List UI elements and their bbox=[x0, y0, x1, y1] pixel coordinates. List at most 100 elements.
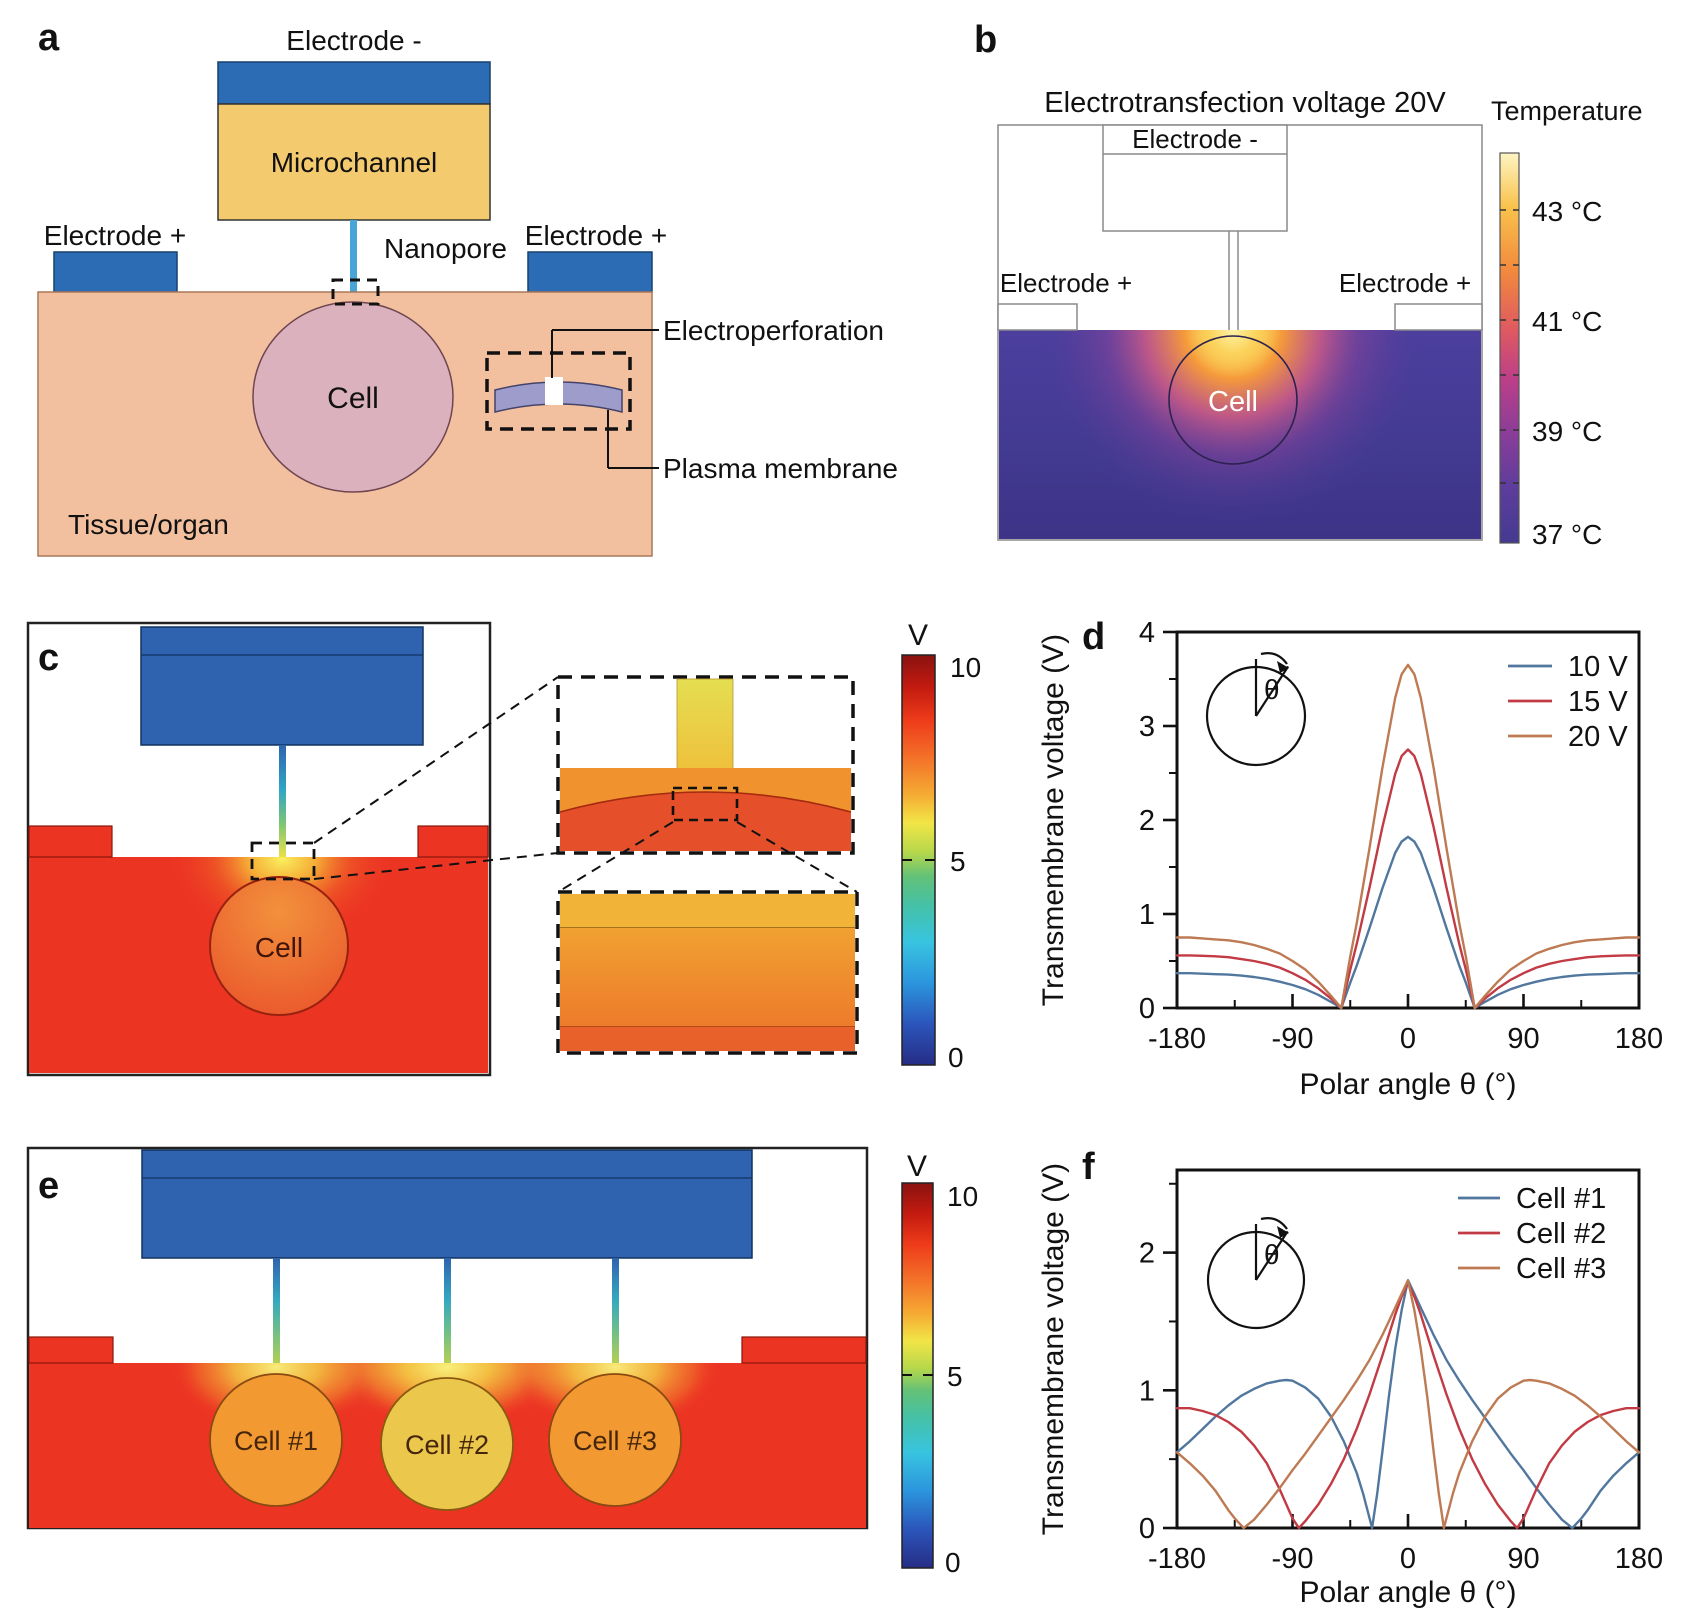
legend-label: Cell #3 bbox=[1516, 1253, 1606, 1285]
legend-label: 15 V bbox=[1568, 686, 1628, 718]
x-tick-label: -90 bbox=[1272, 1543, 1314, 1575]
panel-e: e Cell #1 Cell #2 Cell #3 V 10 5 0 bbox=[26, 1146, 978, 1578]
cell-label: Cell bbox=[327, 382, 379, 415]
electrode-negative-bar bbox=[217, 61, 491, 105]
cb-tick-0: 0 bbox=[948, 1042, 964, 1073]
cb-tick-5: 5 bbox=[947, 1361, 963, 1392]
colorbar-title: Temperature bbox=[1491, 96, 1643, 126]
y-tick-label: 2 bbox=[1139, 1238, 1155, 1270]
x-tick-label: 90 bbox=[1507, 1023, 1539, 1055]
theta-symbol: θ bbox=[1264, 1239, 1280, 1270]
cell-2-body bbox=[380, 1377, 514, 1511]
electrode-positive-left bbox=[28, 825, 113, 858]
nanopore-channel-2 bbox=[444, 1258, 451, 1363]
cb-tick-5: 5 bbox=[950, 846, 966, 877]
panel-a: a Electrode - Microchannel Nanopore Elec… bbox=[37, 17, 898, 557]
x-tick-label: -180 bbox=[1148, 1543, 1206, 1575]
panel-b-title: Electrotransfection voltage 20V bbox=[1044, 87, 1446, 119]
y-tick-label: 1 bbox=[1139, 899, 1155, 931]
x-tick-label: -180 bbox=[1148, 1023, 1206, 1055]
nanopore-channel bbox=[350, 220, 357, 294]
y-tick-label: 3 bbox=[1139, 711, 1155, 743]
membrane-layer-mid bbox=[560, 928, 855, 1027]
x-tick-label: 0 bbox=[1400, 1023, 1416, 1055]
cell-1-label: Cell #1 bbox=[234, 1426, 318, 1456]
series-line bbox=[1175, 748, 1641, 1010]
electrode-positive-right-outline bbox=[1394, 303, 1483, 331]
theta-arrow-head bbox=[1277, 1226, 1289, 1238]
nanopore-channel-1 bbox=[273, 1258, 280, 1363]
x-tick-label: 90 bbox=[1507, 1543, 1539, 1575]
y-tick-label: 1 bbox=[1139, 1375, 1155, 1407]
series-line bbox=[1175, 1278, 1641, 1530]
x-tick-label: 180 bbox=[1615, 1023, 1663, 1055]
microchannel-label: Microchannel bbox=[271, 147, 438, 178]
zoom2-connector-right bbox=[736, 821, 858, 893]
electrode-positive-left-outline bbox=[997, 303, 1078, 331]
electrode-positive-right bbox=[417, 825, 489, 858]
theta-arrow-arc bbox=[1260, 1217, 1288, 1230]
f-x-axis-label: Polar angle θ (°) bbox=[1299, 1576, 1517, 1609]
zoom-connector-top bbox=[313, 676, 559, 844]
zoom-inset-2 bbox=[556, 890, 859, 1055]
cb-tick-39: 39 °C bbox=[1532, 416, 1602, 447]
panel-b: b Electrotransfection voltage 20V Cell E… bbox=[974, 19, 1643, 550]
electrode-positive-left-label: Electrode + bbox=[44, 220, 186, 251]
x-tick-label: -90 bbox=[1272, 1023, 1314, 1055]
colorbar-title: V bbox=[908, 619, 928, 652]
microchannel-block bbox=[217, 103, 491, 221]
electroperforation-label: Electroperforation bbox=[663, 315, 884, 346]
membrane-inset-box bbox=[485, 351, 632, 431]
cell-1-body bbox=[209, 1373, 343, 1507]
cb-tick-41: 41 °C bbox=[1532, 306, 1602, 337]
cell-3-label: Cell #3 bbox=[573, 1426, 657, 1456]
panel-c: c Cell bbox=[26, 619, 981, 1077]
electrode-positive-left-label: Electrode + bbox=[1000, 268, 1132, 298]
theta-arrow-head bbox=[1277, 661, 1289, 673]
membrane-layer-top bbox=[560, 894, 855, 928]
panel-letter-a: a bbox=[38, 17, 60, 59]
nanopore-channel-3 bbox=[612, 1258, 619, 1363]
y-tick-label: 2 bbox=[1139, 805, 1155, 837]
electrode-negative-label: Electrode - bbox=[286, 25, 421, 56]
theta-inset-radius bbox=[1255, 1230, 1289, 1281]
colorbar-title: V bbox=[907, 1150, 927, 1183]
d-x-axis-label: Polar angle θ (°) bbox=[1299, 1068, 1517, 1101]
series-line bbox=[1175, 663, 1641, 1010]
panel-letter-f: f bbox=[1082, 1146, 1095, 1188]
series-line bbox=[1175, 1281, 1641, 1530]
cb-tick-0: 0 bbox=[945, 1547, 961, 1578]
series-line bbox=[1175, 1278, 1641, 1530]
legend-label: Cell #2 bbox=[1516, 1218, 1606, 1250]
y-tick-label: 0 bbox=[1139, 993, 1155, 1025]
cell-3-body bbox=[548, 1373, 682, 1507]
nanopore-zoom bbox=[676, 678, 734, 770]
y-tick-label: 4 bbox=[1139, 617, 1155, 649]
cell-body bbox=[252, 301, 454, 493]
legend-label: 10 V bbox=[1568, 651, 1628, 683]
electrode-positive-right-label: Electrode + bbox=[1339, 268, 1471, 298]
zoom-region-box bbox=[331, 278, 380, 306]
zoom2-connector-left bbox=[557, 821, 674, 893]
zoom-region-box bbox=[250, 841, 316, 881]
cb-tick-43: 43 °C bbox=[1532, 196, 1602, 227]
electrode-positive-right bbox=[741, 1336, 867, 1364]
cell-outline bbox=[1168, 335, 1298, 465]
cb-tick-10: 10 bbox=[950, 652, 981, 683]
panel-letter-d: d bbox=[1082, 616, 1106, 658]
panel-d-chart: -180 -90 0 90 180 0 1 2 3 4 10 V15 V20 V θ bbox=[1139, 617, 1663, 1055]
legend-label: Cell #1 bbox=[1516, 1183, 1606, 1215]
y-tick-label: 0 bbox=[1139, 1513, 1155, 1545]
electrode-positive-left bbox=[28, 1336, 114, 1364]
panel-letter-c: c bbox=[38, 637, 59, 679]
electrode-positive-left-pad bbox=[53, 251, 178, 293]
cell-body bbox=[209, 876, 349, 1016]
plasma-membrane-label: Plasma membrane bbox=[663, 453, 898, 484]
cb-tick-37: 37 °C bbox=[1532, 519, 1602, 550]
zoom-inset-1 bbox=[556, 675, 858, 893]
zoom-connector-bottom bbox=[313, 852, 559, 880]
electrode-negative-block bbox=[141, 1149, 753, 1259]
cell-label: Cell bbox=[1208, 386, 1258, 418]
x-tick-label: 180 bbox=[1615, 1543, 1663, 1575]
